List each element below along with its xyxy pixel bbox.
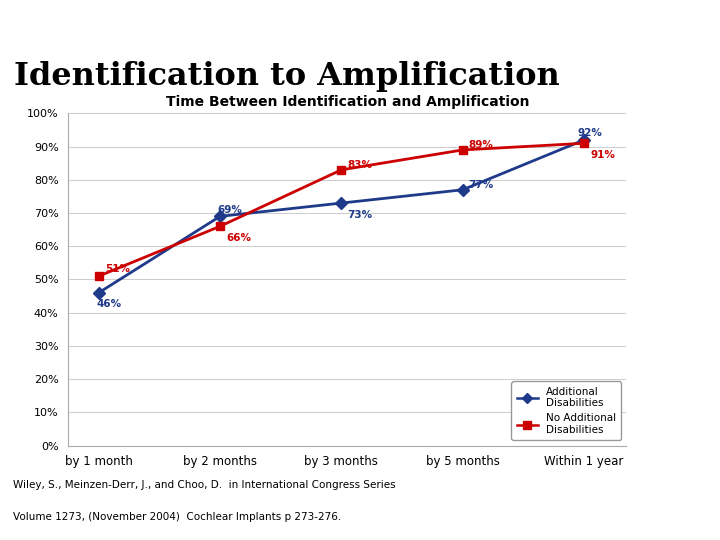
Text: Identification to Amplification: Identification to Amplification xyxy=(14,61,559,92)
Additional
Disabilities xyxy=(459,186,467,193)
Text: 83%: 83% xyxy=(347,160,372,170)
Additional
Disabilities xyxy=(94,289,103,296)
No Additional
Disabilities xyxy=(337,167,346,173)
Text: 73%: 73% xyxy=(347,210,372,220)
Additional
Disabilities xyxy=(216,213,225,220)
Text: 46%: 46% xyxy=(96,299,122,309)
Additional
Disabilities xyxy=(580,137,588,143)
Line: No Additional
Disabilities: No Additional Disabilities xyxy=(94,139,588,280)
Text: 92%: 92% xyxy=(578,129,603,138)
Title: Time Between Identification and Amplification: Time Between Identification and Amplific… xyxy=(166,96,529,110)
No Additional
Disabilities xyxy=(580,140,588,146)
Text: 69%: 69% xyxy=(217,205,243,215)
No Additional
Disabilities xyxy=(94,273,103,279)
Text: 51%: 51% xyxy=(105,265,130,274)
Text: 89%: 89% xyxy=(469,140,494,150)
Text: 91%: 91% xyxy=(590,150,615,160)
Text: change the outcome®: change the outcome® xyxy=(10,14,128,24)
Legend: Additional
Disabilities, No Additional
Disabilities: Additional Disabilities, No Additional D… xyxy=(511,381,621,440)
Line: Additional
Disabilities: Additional Disabilities xyxy=(94,136,588,297)
Text: Wiley, S., Meinzen-Derr, J., and Choo, D.  in International Congress Series: Wiley, S., Meinzen-Derr, J., and Choo, D… xyxy=(14,481,396,490)
Text: 77%: 77% xyxy=(469,180,494,190)
Text: 66%: 66% xyxy=(226,233,251,243)
No Additional
Disabilities xyxy=(459,147,467,153)
No Additional
Disabilities xyxy=(216,223,225,230)
Text: Volume 1273, (November 2004)  Cochlear Implants p 273-276.: Volume 1273, (November 2004) Cochlear Im… xyxy=(14,512,342,522)
Additional
Disabilities xyxy=(337,200,346,206)
